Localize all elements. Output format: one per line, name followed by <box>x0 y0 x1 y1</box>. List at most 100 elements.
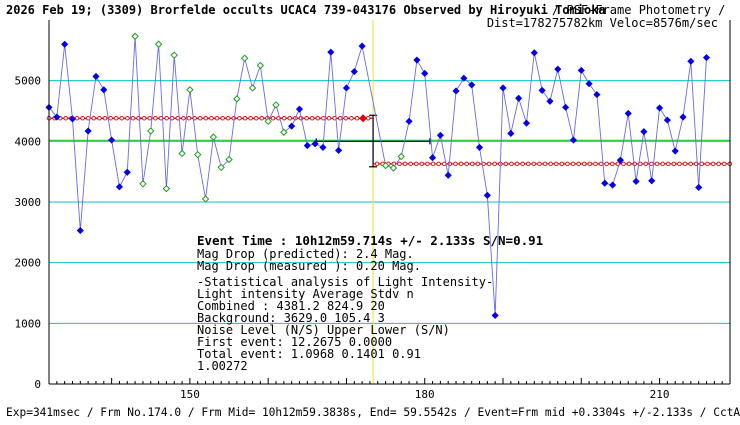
data-point <box>554 65 562 73</box>
red-lower-marker <box>587 161 593 167</box>
red-lower-marker <box>548 161 553 167</box>
red-lower-marker <box>408 161 413 167</box>
red-upper-marker <box>164 115 169 121</box>
red-lower-marker <box>677 161 682 167</box>
data-point-open <box>178 149 186 158</box>
data-point-open <box>389 164 398 172</box>
red-upper-marker <box>130 115 136 121</box>
data-point <box>530 49 538 57</box>
data-point <box>475 143 484 151</box>
red-upper-marker <box>181 115 186 121</box>
y-tick-label-2000: 2000 <box>15 257 42 270</box>
data-point-open <box>381 161 390 170</box>
data-point <box>624 109 632 117</box>
data-point-open <box>209 133 218 141</box>
data-point <box>358 42 366 50</box>
data-point-open <box>186 86 194 94</box>
data-point-open <box>280 128 288 136</box>
red-lower-marker <box>716 161 721 167</box>
data-point-open <box>240 54 249 62</box>
data-point <box>585 80 593 88</box>
red-lower-marker <box>475 161 481 167</box>
red-upper-marker <box>309 115 315 121</box>
data-point <box>53 113 61 121</box>
data-point <box>538 86 546 94</box>
red-upper-marker <box>209 115 214 121</box>
data-point <box>288 122 296 130</box>
red-lower-marker <box>565 161 570 167</box>
red-lower-marker <box>671 161 677 167</box>
red-lower-marker <box>710 161 716 167</box>
data-point-open <box>397 152 405 161</box>
horizontal-gridlines <box>49 80 730 324</box>
extra-value: 1.00272 <box>197 359 248 373</box>
data-point-open <box>194 150 202 159</box>
red-lower-marker <box>531 161 537 167</box>
red-upper-marker <box>270 115 276 121</box>
red-lower-marker <box>458 161 464 167</box>
data-point <box>421 69 429 77</box>
data-point <box>108 136 116 144</box>
red-upper-marker <box>91 115 97 121</box>
y-tick-label-0: 0 <box>34 378 41 391</box>
data-point <box>648 177 656 185</box>
red-upper-marker <box>108 115 113 121</box>
event-time-text: Event Time : 10h12m59.714s +/- 2.133s S/… <box>197 233 543 248</box>
red-lower-marker <box>559 161 565 167</box>
red-upper-marker <box>220 115 225 121</box>
red-lower-marker <box>570 161 576 167</box>
red-upper-marker <box>326 115 332 121</box>
data-point <box>569 136 578 144</box>
data-point <box>405 117 413 125</box>
data-point-open <box>256 61 265 70</box>
x-tick-label-150: 150 <box>180 388 200 401</box>
red-lower-marker <box>486 161 492 167</box>
red-lower-marker <box>464 161 469 167</box>
red-lower-marker <box>688 161 693 167</box>
tick-labels: 0 1000 2000 3000 4000 5000 150 180 210 <box>15 75 670 401</box>
red-upper-marker <box>153 115 158 121</box>
data-point-open <box>225 155 233 164</box>
data-point <box>679 113 687 121</box>
data-point <box>468 81 476 89</box>
data-point-open <box>264 117 272 126</box>
red-lower-marker <box>576 161 581 167</box>
data-point <box>483 191 491 199</box>
data-point-open <box>131 32 139 41</box>
red-upper-marker <box>80 115 85 121</box>
data-point-open <box>162 184 171 193</box>
data-point <box>84 127 92 135</box>
red-lower-marker <box>509 161 514 167</box>
red-lower-marker <box>470 161 475 167</box>
red-upper-marker <box>281 115 287 121</box>
red-lower-marker <box>621 161 626 167</box>
red-lower-marker <box>492 161 497 167</box>
data-point <box>319 143 327 151</box>
event-marker-red <box>359 114 368 123</box>
red-lower-marker <box>649 161 654 167</box>
red-upper-marker <box>141 115 147 121</box>
data-point <box>663 116 671 124</box>
data-point-open <box>248 84 257 92</box>
noise-first-event: First event: 12.2675 0.0000 <box>197 335 392 349</box>
red-lower-marker <box>660 161 665 167</box>
red-lower-marker <box>604 161 609 167</box>
stat-combined-row: Combined : 4381.2 824.9 20 <box>197 299 385 313</box>
red-lower-marker <box>402 161 408 167</box>
data-point-open <box>272 101 280 109</box>
data-point-open <box>170 51 178 59</box>
red-upper-marker <box>186 115 192 121</box>
red-lower-marker <box>374 161 380 167</box>
red-lower-marker <box>436 161 441 167</box>
red-lower-marker <box>705 161 710 167</box>
data-point <box>687 57 695 65</box>
red-lower-marker <box>682 161 688 167</box>
red-lower-marker <box>722 161 727 167</box>
data-point <box>436 131 444 139</box>
red-upper-marker <box>242 115 248 121</box>
data-point <box>61 40 69 48</box>
y-tick-label-5000: 5000 <box>15 75 42 88</box>
x-tick-label-210: 210 <box>650 388 670 401</box>
y-tick-label-1000: 1000 <box>15 317 42 330</box>
